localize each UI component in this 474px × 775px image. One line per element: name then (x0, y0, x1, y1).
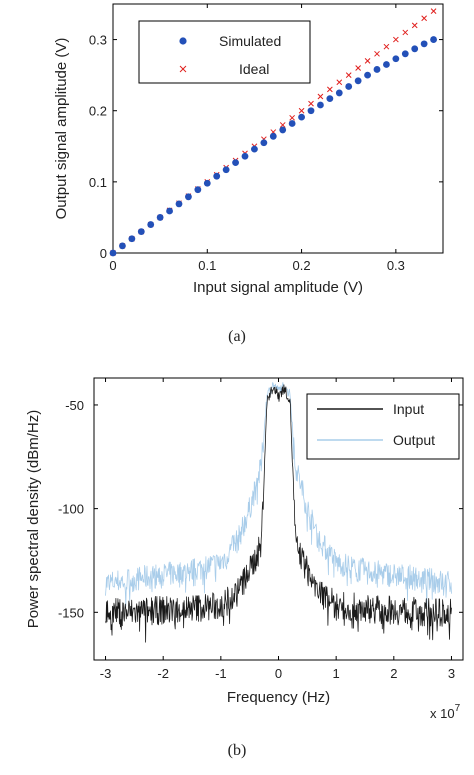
ideal-point (364, 58, 371, 64)
simulated-point (213, 172, 221, 180)
a-x-tick-label: 0.3 (387, 258, 405, 273)
simulated-point (392, 55, 400, 63)
a-y-tick-label: 0 (100, 246, 107, 261)
simulated-point (175, 200, 183, 208)
simulated-point (430, 36, 437, 43)
a-x-tick-label: 0.1 (198, 258, 216, 273)
panel-a-points (109, 8, 437, 257)
b-y-tick-label: -50 (65, 398, 84, 413)
ideal-point (327, 86, 333, 93)
b-y-tick-label: -150 (58, 605, 84, 620)
ideal-point (402, 29, 409, 36)
simulated-point (222, 166, 230, 174)
ideal-point (430, 8, 437, 14)
ideal-point (279, 122, 286, 128)
simulated-point (335, 89, 343, 97)
simulated-point (345, 83, 353, 90)
b-x-tick-label: 1 (333, 666, 340, 681)
simulated-point (354, 77, 362, 85)
panel-b-legend: Input Output (306, 393, 460, 460)
simulated-point (203, 179, 211, 187)
simulated-point (298, 113, 305, 121)
simulated-point (137, 228, 145, 236)
simulated-point (119, 242, 126, 250)
ideal-point (374, 50, 380, 57)
simulated-point (185, 193, 192, 201)
series-line-output (105, 382, 452, 608)
a-x-tick-label: 0 (109, 258, 116, 273)
simulated-point (364, 71, 371, 79)
panel-b-x-axis-label: Frequency (Hz) (227, 689, 330, 706)
legend-label-ideal: Ideal (239, 61, 269, 77)
panel-b-spectrum: -3 -2 -1 0 1 2 3 -50 -100 -150 Input Output Frequ… (25, 377, 464, 759)
simulated-point (411, 45, 419, 53)
panel-b-x-multiplier: x 107 (430, 703, 461, 721)
b-x-tick-label: 3 (448, 666, 455, 681)
panel-b-y-axis-label: Power spectral density (dBm/Hz) (25, 410, 42, 628)
a-y-tick-label: 0.1 (89, 175, 107, 190)
ideal-point (421, 15, 427, 22)
simulated-point (383, 61, 390, 68)
legend-marker-simulated (179, 37, 187, 45)
simulated-point (232, 159, 239, 167)
panel-b-ticks: -3 -2 -1 0 1 2 3 -50 -100 -150 (58, 378, 463, 681)
simulated-point (156, 214, 164, 221)
ideal-point (317, 93, 324, 100)
simulated-point (373, 66, 381, 73)
simulated-point (326, 95, 334, 103)
b-x-tick-label: 0 (275, 666, 282, 681)
legend-label-simulated: Simulated (219, 33, 281, 49)
ideal-point (345, 72, 352, 78)
b-x-tick-label: -3 (100, 666, 112, 681)
simulated-point (194, 186, 202, 194)
ideal-point (383, 43, 390, 50)
ideal-point (411, 22, 418, 29)
simulated-point (279, 126, 287, 134)
panel-a-ticks: 0 0.1 0.2 0.3 0 0.1 0.2 0.3 (89, 4, 443, 273)
series-line-input (105, 384, 452, 643)
ideal-point (289, 114, 295, 121)
simulated-point (420, 40, 428, 48)
ideal-point (298, 107, 305, 114)
panel-a-x-axis-label: Input signal amplitude (V) (193, 279, 363, 296)
panel-b-caption: (b) (228, 742, 247, 759)
x-multiplier-base: x 10 (430, 706, 455, 721)
panel-b-legend-box (306, 393, 460, 460)
simulated-point (109, 249, 117, 257)
ideal-point (308, 100, 314, 107)
simulated-point (317, 101, 324, 109)
legend-label-output: Output (393, 432, 435, 448)
simulated-point (241, 152, 249, 160)
ideal-point (355, 65, 361, 71)
panel-a-legend-box (138, 20, 311, 84)
simulated-point (401, 50, 409, 58)
ideal-point (393, 36, 399, 43)
a-x-tick-label: 0.2 (293, 258, 311, 273)
panel-a-caption: (a) (228, 328, 246, 345)
simulated-point (260, 139, 268, 147)
panel-b-lines (105, 382, 452, 643)
x-multiplier-exponent: 7 (455, 703, 461, 714)
b-y-tick-label: -100 (58, 502, 84, 517)
a-y-tick-label: 0.2 (89, 104, 107, 119)
simulated-point (147, 221, 155, 228)
legend-marker-ideal (179, 65, 187, 73)
simulated-point (269, 132, 277, 140)
panel-a-legend: Simulated Ideal (138, 20, 311, 84)
a-y-tick-label: 0.3 (89, 33, 107, 48)
simulated-point (307, 107, 315, 115)
simulated-point (288, 120, 296, 127)
simulated-point (251, 145, 258, 153)
panel-a-y-axis-label: Output signal amplitude (V) (53, 38, 70, 220)
simulated-point (128, 235, 136, 243)
simulated-point (166, 207, 173, 215)
b-x-tick-label: 2 (390, 666, 397, 681)
b-x-tick-label: -1 (215, 666, 227, 681)
b-x-tick-label: -2 (157, 666, 169, 681)
panel-a-scatter: 0 0.1 0.2 0.3 0 0.1 0.2 0.3 Simulated Ideal Inp… (53, 3, 444, 345)
legend-label-input: Input (393, 401, 424, 417)
ideal-point (336, 79, 343, 86)
